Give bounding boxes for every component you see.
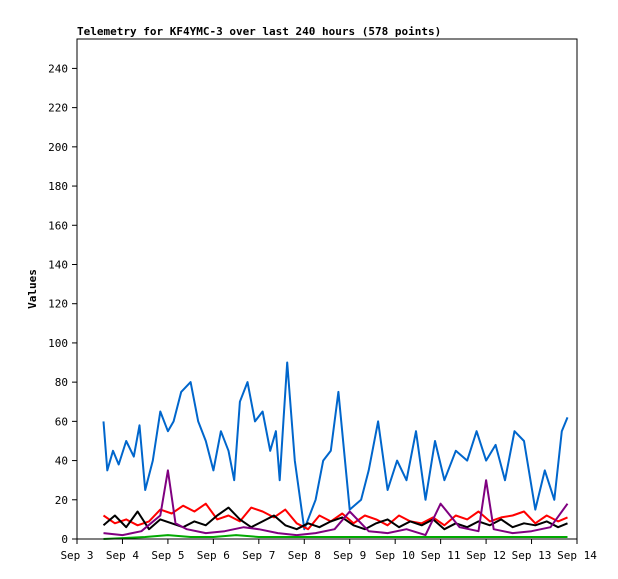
y-tick-label: 180 <box>48 180 68 193</box>
series-line-1 <box>102 361 569 531</box>
y-tick-label: 200 <box>48 141 68 154</box>
y-tick-label: 120 <box>48 298 68 311</box>
x-tick-label: Sep 9 <box>333 549 366 562</box>
y-tick-label: 40 <box>55 455 68 468</box>
y-tick-label: 220 <box>48 102 68 115</box>
y-axis: 0 20 40 60 80 100 120 140 160 180 200 220 240 <box>48 62 77 546</box>
x-tick-label: Sep 6 <box>197 549 230 562</box>
series-layer <box>102 361 569 540</box>
y-tick-label: 20 <box>55 494 68 507</box>
y-axis-label: Values <box>26 269 39 309</box>
x-tick-label: Sep 3 <box>60 549 93 562</box>
x-tick-label: Sep 8 <box>288 549 321 562</box>
series-line-4 <box>103 469 569 537</box>
series-line-5 <box>103 534 568 540</box>
x-axis: Sep 3 Sep 4 Sep 5 Sep 6 Sep 7 Sep 8 Sep 9 Sep 1… <box>60 539 597 562</box>
y-tick-label: 80 <box>55 376 68 389</box>
y-tick-label: 100 <box>48 337 68 350</box>
plot-frame <box>76 38 578 540</box>
x-tick-label: Sep 11 <box>421 549 461 562</box>
x-tick-label: Sep 7 <box>242 549 275 562</box>
chart-title: Telemetry for KF4YMC-3 over last 240 hou… <box>77 25 441 38</box>
y-tick-label: 140 <box>48 258 68 271</box>
x-tick-label: Sep 5 <box>151 549 184 562</box>
y-tick-label: 240 <box>48 62 68 75</box>
y-tick-label: 160 <box>48 219 68 232</box>
x-tick-label: Sep 13 <box>512 549 552 562</box>
x-tick-label: Sep 4 <box>106 549 139 562</box>
x-tick-label: Sep 14 <box>557 549 597 562</box>
y-tick-label: 60 <box>55 415 68 428</box>
x-tick-label: Sep 12 <box>466 549 506 562</box>
y-tick-label: 0 <box>61 533 68 546</box>
x-tick-label: Sep 10 <box>375 549 415 562</box>
